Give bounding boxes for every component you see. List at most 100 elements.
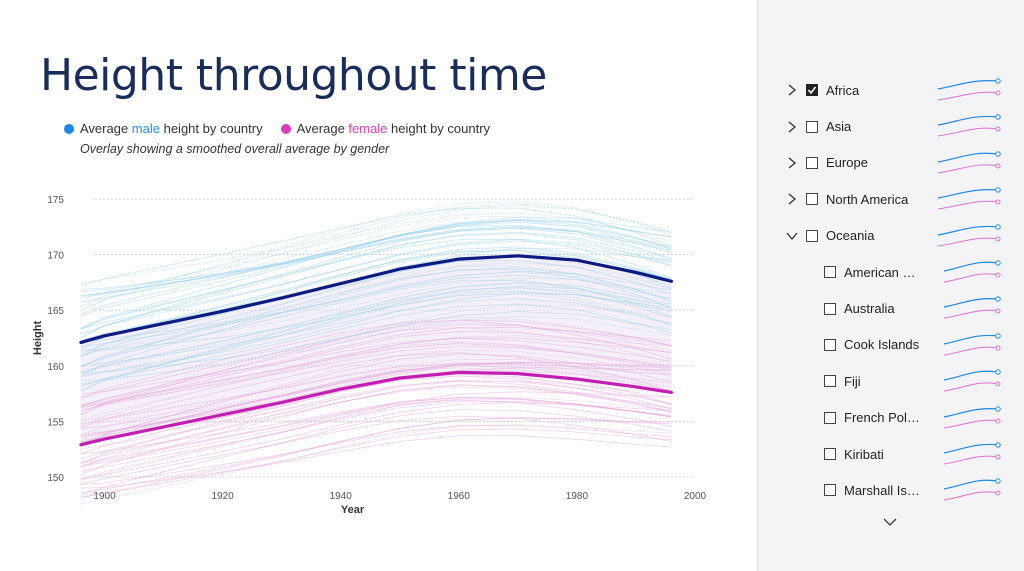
legend-item-female[interactable]: Average female height by country bbox=[280, 121, 490, 136]
slicer-item[interactable]: French Poly... bbox=[778, 400, 1003, 436]
female-country-line bbox=[80, 379, 672, 468]
chart-legend: Average male height by country Average f… bbox=[64, 121, 490, 136]
male-country-line bbox=[80, 239, 672, 328]
male-country-line bbox=[80, 271, 672, 356]
female-country-line bbox=[80, 400, 672, 472]
male-country-line bbox=[80, 226, 672, 296]
male-country-line bbox=[80, 290, 672, 373]
female-country-line bbox=[80, 385, 672, 463]
female-country-line bbox=[80, 316, 672, 415]
sparkline-icon bbox=[943, 260, 1001, 283]
female-country-line bbox=[80, 343, 672, 406]
male-country-line bbox=[80, 203, 672, 307]
slicer-item-label: Fiji bbox=[844, 373, 861, 389]
male-country-line bbox=[80, 277, 672, 352]
male-country-line bbox=[80, 285, 672, 388]
sparkline-icon bbox=[937, 151, 1001, 174]
female-country-line bbox=[80, 409, 672, 496]
female-dot-icon bbox=[280, 123, 291, 134]
female-country-line bbox=[80, 428, 672, 498]
slicer-checkbox[interactable] bbox=[806, 84, 818, 97]
male-country-line bbox=[80, 293, 672, 375]
legend-item-male[interactable]: Average male height by country bbox=[64, 121, 263, 136]
slicer-item[interactable]: Australia bbox=[778, 290, 1003, 326]
x-axis-title: Year bbox=[341, 504, 365, 516]
slicer-checkbox[interactable] bbox=[824, 375, 836, 388]
male-country-line bbox=[80, 212, 672, 284]
female-country-line bbox=[80, 327, 672, 406]
x-tick-label: 1960 bbox=[448, 491, 471, 502]
male-country-line bbox=[80, 283, 672, 392]
slicer-checkbox[interactable] bbox=[806, 193, 818, 206]
slicer-checkbox[interactable] bbox=[824, 266, 836, 279]
slicer-item-label: French Poly... bbox=[844, 410, 920, 426]
slicer-item-label: Oceania bbox=[826, 228, 875, 244]
y-tick-label: 160 bbox=[47, 362, 64, 373]
male-average-line[interactable] bbox=[79, 254, 673, 344]
chevron-right-icon[interactable] bbox=[786, 84, 798, 96]
slicer-item[interactable]: Europe bbox=[778, 145, 1003, 181]
female-country-line bbox=[80, 399, 672, 467]
scroll-more-button[interactable] bbox=[883, 514, 897, 532]
male-country-line bbox=[80, 238, 672, 334]
male-country-line bbox=[80, 270, 672, 348]
checkmark-icon bbox=[807, 86, 817, 95]
sparkline-icon bbox=[943, 296, 1001, 319]
slicer-checkbox[interactable] bbox=[824, 448, 836, 461]
slicer-checkbox[interactable] bbox=[824, 484, 836, 497]
height-line-chart[interactable]: 150 155 160 165 170 175 1900 1920 1940 1960 1980 20… bbox=[0, 170, 720, 520]
chevron-right-icon[interactable] bbox=[786, 157, 798, 169]
male-country-line bbox=[80, 226, 672, 297]
female-country-line bbox=[80, 364, 672, 444]
slicer-item[interactable]: Oceania bbox=[778, 218, 1003, 254]
male-country-line bbox=[80, 274, 672, 343]
female-average-line[interactable] bbox=[79, 370, 673, 447]
slicer-item[interactable]: Kiribati bbox=[778, 436, 1003, 472]
slicer-checkbox[interactable] bbox=[806, 156, 818, 169]
female-country-line bbox=[80, 402, 672, 480]
slicer-item[interactable]: Africa bbox=[778, 72, 1003, 108]
female-country-line bbox=[80, 345, 672, 408]
x-tick-label: 1920 bbox=[211, 491, 234, 502]
male-country-line bbox=[80, 281, 672, 373]
slicer-item-label: Australia bbox=[844, 301, 895, 317]
slicer-checkbox[interactable] bbox=[824, 411, 836, 424]
slicer-item[interactable]: North America bbox=[778, 181, 1003, 217]
male-country-line bbox=[80, 291, 672, 351]
slicer-item[interactable]: American S... bbox=[778, 254, 1003, 290]
slicer-item[interactable]: Marshall Isla... bbox=[778, 472, 1003, 508]
male-country-line bbox=[80, 286, 672, 392]
chevron-right-icon[interactable] bbox=[786, 193, 798, 205]
female-country-line bbox=[80, 386, 672, 450]
female-country-line bbox=[80, 375, 672, 455]
male-country-line bbox=[80, 246, 672, 357]
female-country-line bbox=[80, 335, 672, 411]
x-tick-label: 1940 bbox=[330, 491, 353, 502]
sparkline-icon bbox=[943, 478, 1001, 501]
x-tick-label: 1980 bbox=[566, 491, 589, 502]
slicer-item[interactable]: Cook Islands bbox=[778, 327, 1003, 363]
sparkline-icon bbox=[937, 187, 1001, 210]
male-country-line bbox=[80, 288, 672, 378]
male-country-line bbox=[80, 201, 672, 313]
slicer-item[interactable]: Asia bbox=[778, 108, 1003, 144]
female-country-line bbox=[80, 319, 672, 399]
chevron-right-icon[interactable] bbox=[786, 121, 798, 133]
report-canvas: Height throughout time Average male heig… bbox=[0, 50, 720, 520]
sparkline-icon bbox=[943, 369, 1001, 392]
female-country-line bbox=[80, 367, 672, 448]
slicer-checkbox[interactable] bbox=[806, 229, 818, 242]
slicer-checkbox[interactable] bbox=[806, 120, 818, 133]
female-country-line bbox=[80, 398, 672, 480]
female-country-line bbox=[80, 415, 672, 485]
slicer-item-label: Asia bbox=[826, 119, 852, 135]
chevron-down-icon[interactable] bbox=[786, 230, 798, 242]
female-country-line bbox=[80, 353, 672, 445]
female-country-line bbox=[80, 362, 672, 445]
slicer-item[interactable]: Fiji bbox=[778, 363, 1003, 399]
slicer-checkbox[interactable] bbox=[824, 338, 836, 351]
slicer-checkbox[interactable] bbox=[824, 302, 836, 315]
male-country-line bbox=[80, 215, 672, 301]
sparkline-icon bbox=[937, 223, 1001, 247]
female-country-line bbox=[80, 417, 672, 499]
